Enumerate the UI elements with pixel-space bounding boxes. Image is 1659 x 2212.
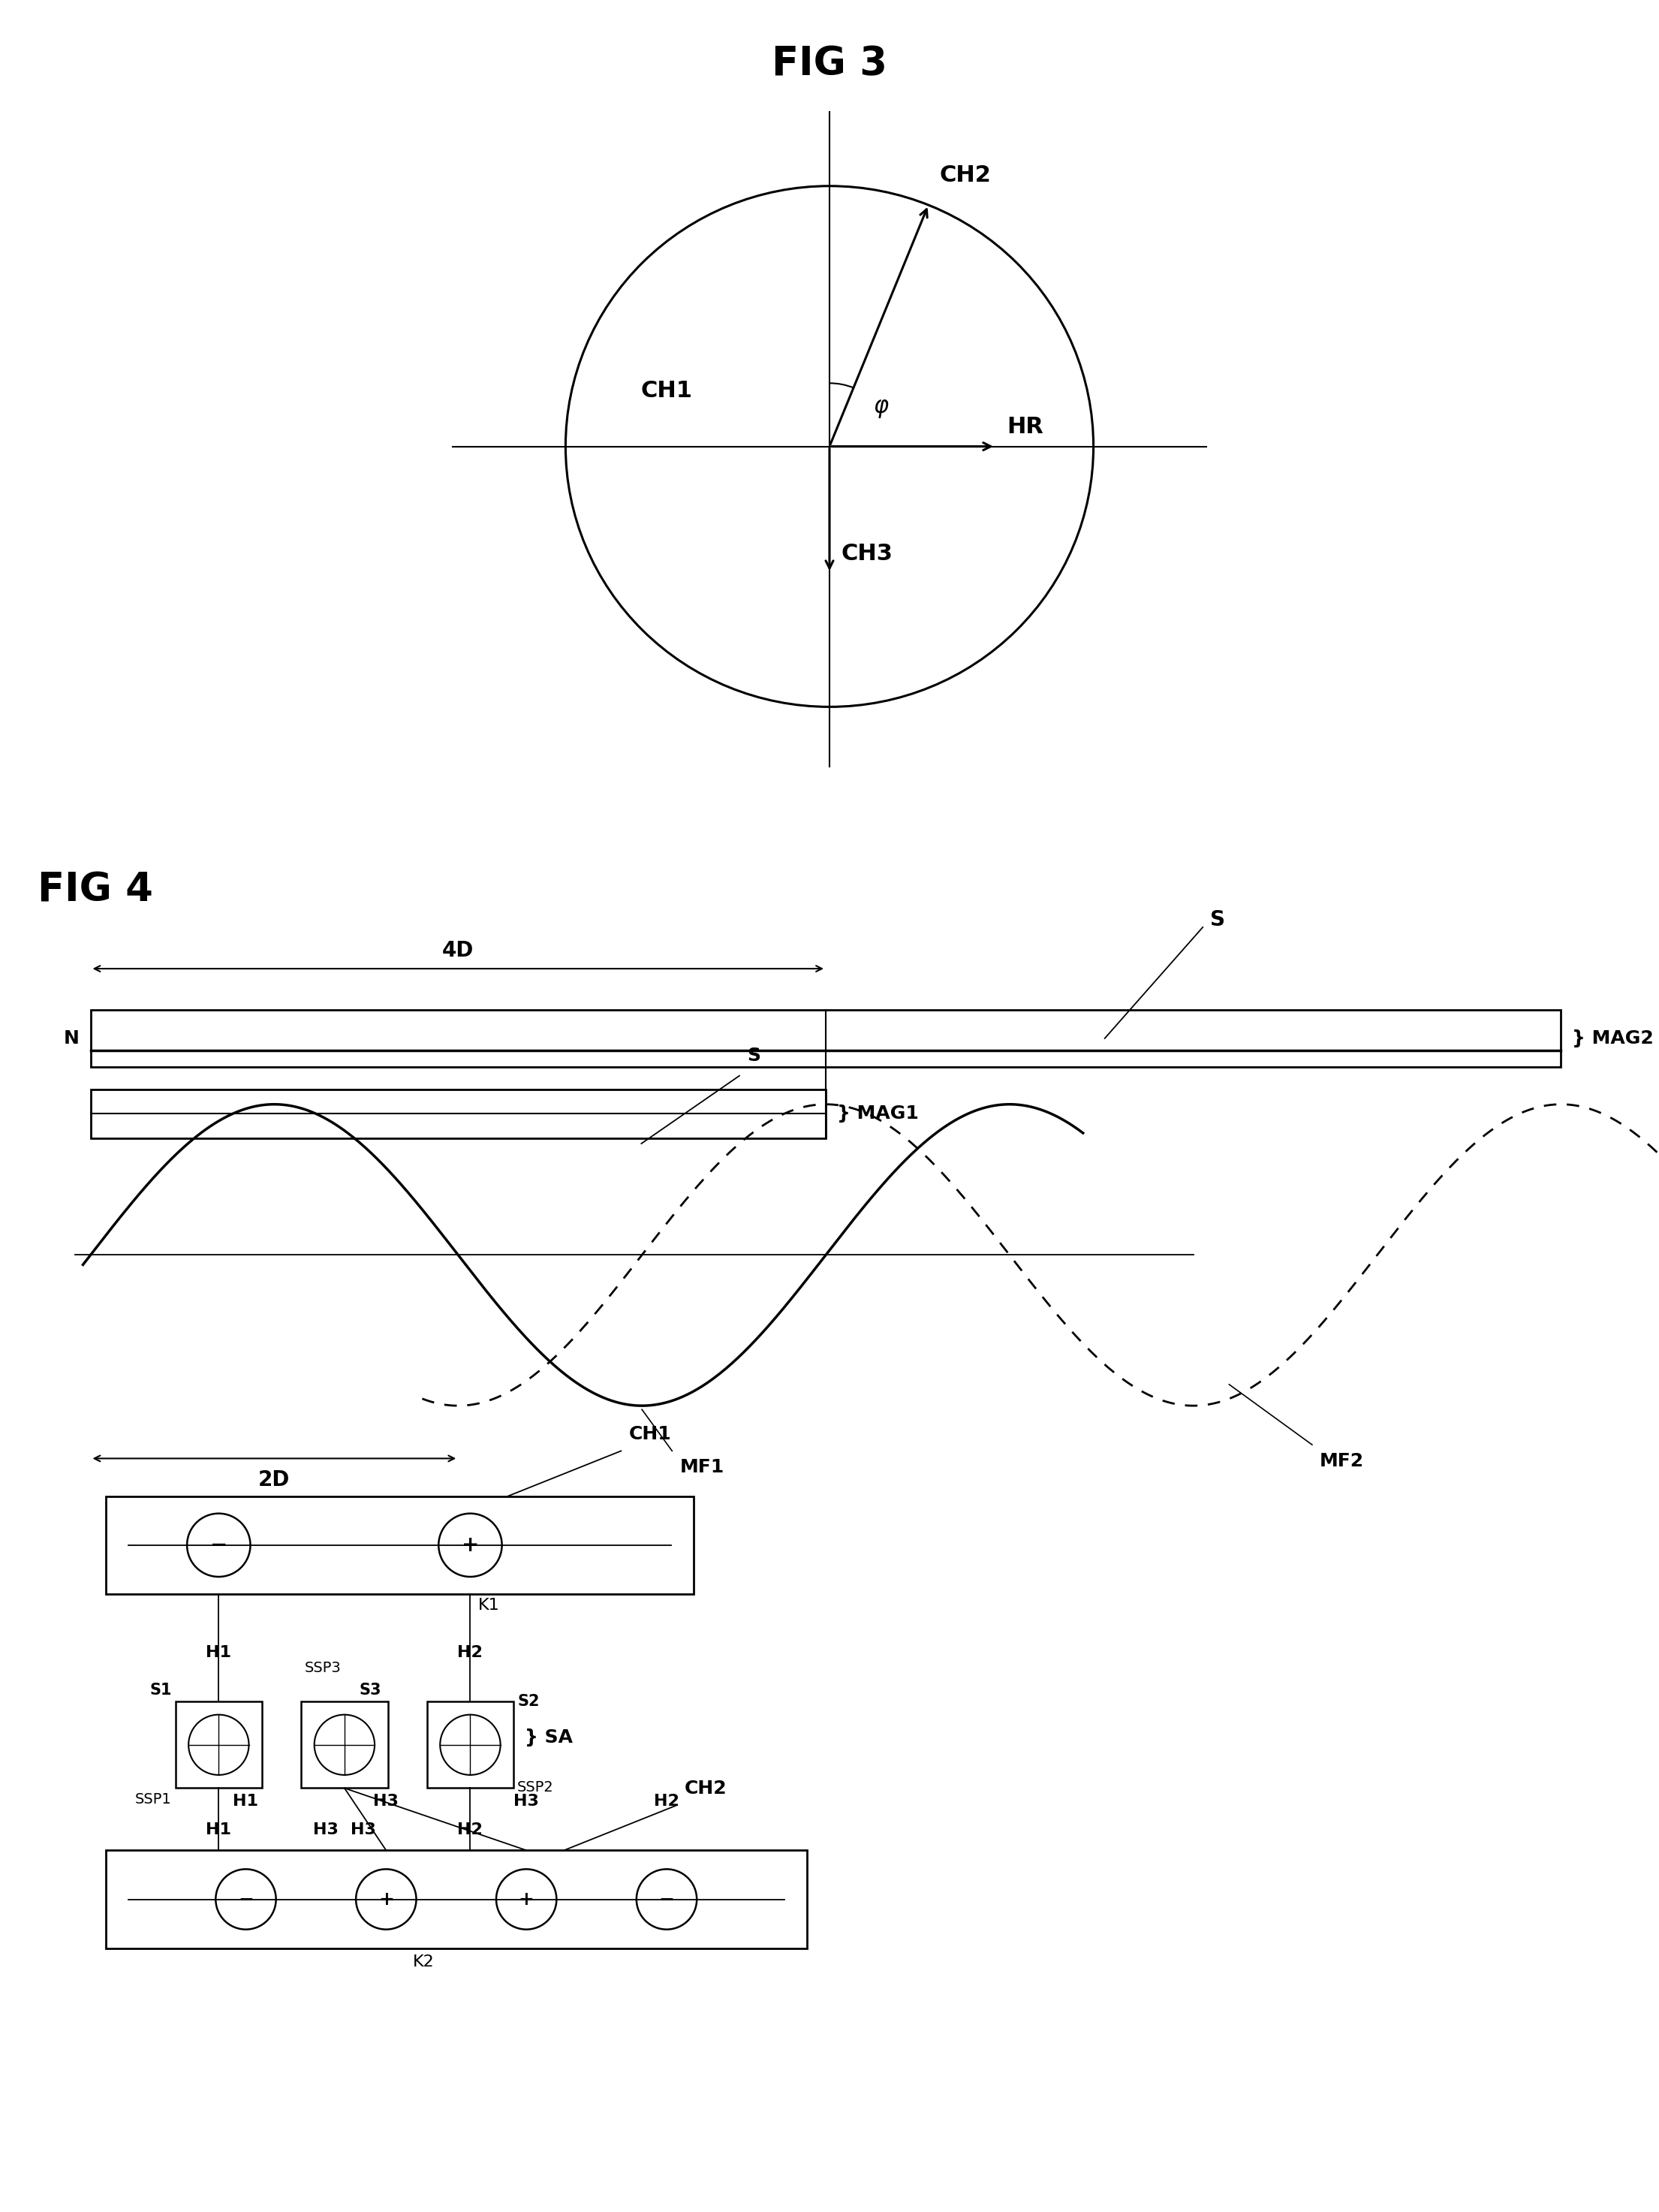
Text: HR: HR bbox=[1007, 416, 1044, 438]
Bar bbox=[176, 1701, 262, 1787]
Text: CH2: CH2 bbox=[685, 1778, 727, 1798]
Text: } MAG2: } MAG2 bbox=[1573, 1029, 1654, 1048]
Text: H3: H3 bbox=[314, 1823, 338, 1836]
Bar bbox=[106, 1849, 806, 1949]
Bar bbox=[106, 1495, 693, 1595]
Text: S: S bbox=[1211, 909, 1226, 931]
Text: CH1: CH1 bbox=[629, 1425, 672, 1444]
Text: −: − bbox=[237, 1891, 254, 1909]
Text: CH1: CH1 bbox=[640, 380, 693, 403]
Text: S1: S1 bbox=[149, 1683, 171, 1699]
Text: } MAG1: } MAG1 bbox=[838, 1104, 919, 1124]
Text: S3: S3 bbox=[360, 1683, 382, 1699]
Text: φ: φ bbox=[873, 396, 888, 418]
Text: 4D: 4D bbox=[443, 940, 474, 962]
Text: K1: K1 bbox=[478, 1597, 499, 1613]
Text: H1: H1 bbox=[206, 1823, 232, 1836]
Text: +: + bbox=[378, 1891, 393, 1909]
Text: 2D: 2D bbox=[259, 1469, 290, 1491]
Text: K2: K2 bbox=[413, 1953, 435, 1969]
Text: FIG 3: FIG 3 bbox=[771, 44, 888, 84]
Text: N: N bbox=[63, 1029, 80, 1046]
Text: H1: H1 bbox=[232, 1794, 259, 1809]
Bar bbox=[426, 1701, 514, 1787]
Text: H2: H2 bbox=[654, 1794, 679, 1809]
Text: MF2: MF2 bbox=[1319, 1453, 1364, 1471]
Text: SSP1: SSP1 bbox=[134, 1792, 171, 1807]
Text: −: − bbox=[659, 1891, 675, 1909]
Text: −: − bbox=[211, 1535, 227, 1555]
Text: SSP2: SSP2 bbox=[518, 1781, 554, 1794]
Text: FIG 4: FIG 4 bbox=[38, 872, 153, 909]
Bar bbox=[91, 1011, 1561, 1066]
Text: +: + bbox=[461, 1535, 479, 1555]
Text: SSP3: SSP3 bbox=[305, 1661, 342, 1674]
Text: S2: S2 bbox=[518, 1694, 539, 1710]
Text: +: + bbox=[519, 1891, 534, 1909]
Text: H3: H3 bbox=[373, 1794, 398, 1809]
Bar bbox=[302, 1701, 388, 1787]
Text: H3: H3 bbox=[350, 1823, 377, 1836]
Text: MF1: MF1 bbox=[680, 1458, 723, 1475]
Bar bbox=[91, 1088, 826, 1139]
Text: H1: H1 bbox=[206, 1646, 232, 1659]
Text: CH3: CH3 bbox=[841, 544, 893, 564]
Text: H2: H2 bbox=[458, 1823, 483, 1836]
Text: CH2: CH2 bbox=[939, 164, 992, 186]
Text: } SA: } SA bbox=[524, 1728, 572, 1745]
Text: S: S bbox=[747, 1046, 760, 1064]
Text: H2: H2 bbox=[458, 1646, 483, 1659]
Text: H3: H3 bbox=[514, 1794, 539, 1809]
